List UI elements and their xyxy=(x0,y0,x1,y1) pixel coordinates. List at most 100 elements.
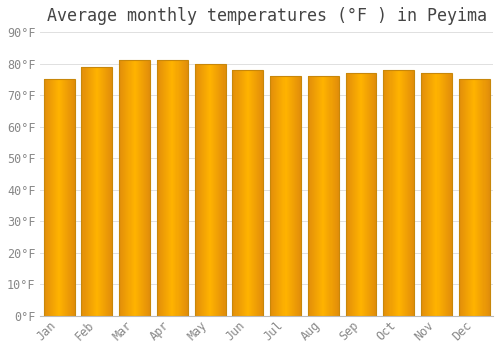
Bar xyxy=(434,73,436,316)
Bar xyxy=(361,73,362,316)
Bar xyxy=(126,61,128,316)
Bar xyxy=(299,76,300,316)
Bar xyxy=(298,76,299,316)
Bar xyxy=(90,67,92,316)
Bar xyxy=(346,73,348,316)
Bar xyxy=(294,76,295,316)
Bar xyxy=(204,64,205,316)
Bar xyxy=(84,67,86,316)
Bar xyxy=(234,70,236,316)
Bar xyxy=(458,79,490,316)
Bar xyxy=(140,61,141,316)
Bar xyxy=(167,61,168,316)
Bar xyxy=(319,76,320,316)
Bar xyxy=(355,73,356,316)
Bar xyxy=(328,76,330,316)
Bar xyxy=(206,64,207,316)
Bar xyxy=(398,70,400,316)
Bar xyxy=(250,70,251,316)
Bar xyxy=(255,70,256,316)
Bar xyxy=(162,61,163,316)
Bar xyxy=(295,76,296,316)
Bar xyxy=(318,76,319,316)
Bar xyxy=(260,70,261,316)
Bar xyxy=(253,70,254,316)
Bar xyxy=(247,70,248,316)
Bar xyxy=(372,73,374,316)
Bar xyxy=(159,61,160,316)
Bar xyxy=(370,73,372,316)
Bar xyxy=(354,73,355,316)
Bar xyxy=(100,67,101,316)
Bar xyxy=(201,64,202,316)
Bar xyxy=(106,67,107,316)
Bar xyxy=(139,61,140,316)
Bar xyxy=(410,70,411,316)
Bar xyxy=(357,73,358,316)
Bar xyxy=(362,73,363,316)
Bar xyxy=(465,79,466,316)
Bar xyxy=(444,73,446,316)
Bar xyxy=(315,76,316,316)
Bar xyxy=(180,61,182,316)
Bar xyxy=(138,61,139,316)
Bar xyxy=(157,61,188,316)
Bar xyxy=(423,73,424,316)
Bar xyxy=(270,76,271,316)
Bar xyxy=(482,79,484,316)
Bar xyxy=(238,70,240,316)
Bar xyxy=(128,61,130,316)
Bar xyxy=(251,70,252,316)
Bar xyxy=(406,70,407,316)
Bar xyxy=(124,61,126,316)
Bar xyxy=(244,70,246,316)
Bar xyxy=(108,67,110,316)
Bar xyxy=(86,67,88,316)
Bar xyxy=(451,73,452,316)
Bar xyxy=(88,67,90,316)
Bar xyxy=(330,76,332,316)
Bar xyxy=(284,76,286,316)
Bar xyxy=(404,70,405,316)
Bar xyxy=(158,61,159,316)
Bar xyxy=(186,61,187,316)
Bar xyxy=(402,70,403,316)
Bar xyxy=(424,73,425,316)
Bar xyxy=(442,73,444,316)
Bar xyxy=(392,70,394,316)
Bar xyxy=(146,61,147,316)
Bar xyxy=(440,73,442,316)
Bar xyxy=(300,76,301,316)
Bar xyxy=(282,76,284,316)
Bar xyxy=(58,79,59,316)
Bar xyxy=(486,79,488,316)
Bar xyxy=(450,73,451,316)
Bar xyxy=(258,70,259,316)
Bar xyxy=(460,79,461,316)
Bar xyxy=(408,70,409,316)
Bar xyxy=(467,79,468,316)
Bar xyxy=(394,70,396,316)
Bar xyxy=(172,61,174,316)
Bar xyxy=(274,76,275,316)
Bar xyxy=(296,76,297,316)
Bar xyxy=(297,76,298,316)
Bar xyxy=(474,79,475,316)
Bar xyxy=(317,76,318,316)
Bar xyxy=(405,70,406,316)
Bar xyxy=(164,61,165,316)
Bar xyxy=(132,61,134,316)
Bar xyxy=(122,61,124,316)
Bar xyxy=(411,70,412,316)
Bar xyxy=(209,64,210,316)
Bar xyxy=(478,79,480,316)
Bar xyxy=(200,64,201,316)
Bar xyxy=(400,70,401,316)
Bar xyxy=(358,73,359,316)
Bar xyxy=(476,79,478,316)
Bar xyxy=(105,67,106,316)
Bar xyxy=(176,61,178,316)
Bar xyxy=(472,79,473,316)
Bar xyxy=(56,79,57,316)
Bar xyxy=(262,70,264,316)
